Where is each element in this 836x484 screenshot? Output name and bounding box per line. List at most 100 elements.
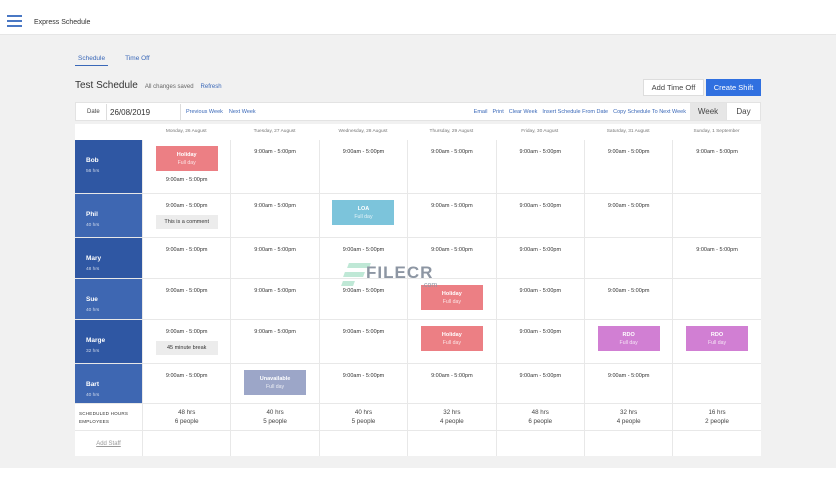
shift-cell[interactable]: 9:00am - 5:00pm xyxy=(318,320,407,363)
shift-cell[interactable]: Holiday Full day xyxy=(407,279,495,319)
shift-cell[interactable]: 9:00am - 5:00pm xyxy=(318,140,407,193)
employee-cell[interactable]: Marge 32 hrs xyxy=(75,320,142,363)
shift-cell[interactable]: 9:00am - 5:00pm xyxy=(407,238,495,278)
loa-badge[interactable]: LOA Full day xyxy=(332,200,395,225)
shift-cell[interactable]: 9:00am - 5:00pm xyxy=(230,320,318,363)
shift-cell[interactable]: 9:00am - 5:00pm xyxy=(142,279,230,319)
tab-schedule[interactable]: Schedule xyxy=(75,53,109,66)
hamburger-menu-icon[interactable] xyxy=(7,15,22,27)
shift-time[interactable]: 9:00am - 5:00pm xyxy=(431,149,473,155)
holiday-badge[interactable]: Holiday Full day xyxy=(420,326,483,351)
shift-cell[interactable]: 9:00am - 5:00pm xyxy=(495,140,584,193)
employee-cell[interactable]: Sue 40 hrs xyxy=(75,279,142,319)
shift-cell[interactable] xyxy=(672,279,760,319)
rdo-badge[interactable]: RDO Full day xyxy=(597,326,660,351)
shift-time[interactable]: 9:00am - 5:00pm xyxy=(165,288,208,294)
copy-schedule-link[interactable]: Copy Schedule To Next Week xyxy=(613,109,686,115)
shift-time[interactable]: 9:00am - 5:00pm xyxy=(254,203,296,209)
shift-time[interactable]: 9:00am - 5:00pm xyxy=(519,373,562,379)
shift-cell[interactable]: 9:00am - 5:00pm xyxy=(583,140,672,193)
shift-time[interactable]: 9:00am - 5:00pm xyxy=(607,149,650,155)
unavail-badge[interactable]: Unavailable Full day xyxy=(244,370,307,395)
shift-time[interactable]: 9:00am - 5:00pm xyxy=(519,288,562,294)
shift-time[interactable]: 9:00am - 5:00pm xyxy=(519,203,562,209)
shift-time[interactable]: 9:00am - 5:00pm xyxy=(254,288,296,294)
create-shift-button[interactable]: Create Shift xyxy=(706,79,761,96)
shift-cell[interactable]: LOA Full day xyxy=(318,194,407,237)
shift-cell[interactable]: Unavailable Full day xyxy=(230,364,318,403)
shift-cell[interactable]: 9:00am - 5:00pm xyxy=(230,279,318,319)
shift-cell[interactable]: 9:00am - 5:00pm xyxy=(407,364,495,403)
shift-cell[interactable]: 9:00am - 5:00pm This is a comment xyxy=(142,194,230,237)
shift-time[interactable]: 9:00am - 5:00pm xyxy=(696,149,738,155)
shift-cell[interactable]: RDO Full day xyxy=(672,320,760,363)
shift-cell[interactable] xyxy=(583,238,672,278)
shift-cell[interactable]: 9:00am - 5:00pm xyxy=(495,320,584,363)
shift-cell[interactable]: 9:00am - 5:00pm xyxy=(495,364,584,403)
holiday-badge[interactable]: Holiday Full day xyxy=(420,285,483,310)
add-time-off-button[interactable]: Add Time Off xyxy=(643,79,704,96)
shift-cell[interactable]: 9:00am - 5:00pm xyxy=(672,140,760,193)
shift-cell[interactable]: 9:00am - 5:00pm xyxy=(407,140,495,193)
employee-cell[interactable]: Bart 40 hrs xyxy=(75,364,142,403)
shift-time[interactable]: 9:00am - 5:00pm xyxy=(165,373,208,379)
shift-cell[interactable]: 9:00am - 5:00pm xyxy=(583,364,672,403)
shift-cell[interactable]: 9:00am - 5:00pm xyxy=(495,279,584,319)
next-week-link[interactable]: Next Week xyxy=(228,109,256,115)
shift-time[interactable]: 9:00am - 5:00pm xyxy=(519,149,562,155)
shift-cell[interactable]: 9:00am - 5:00pm xyxy=(583,279,672,319)
shift-cell[interactable]: 9:00am - 5:00pm xyxy=(230,140,318,193)
shift-cell[interactable]: 9:00am - 5:00pm xyxy=(142,238,230,278)
shift-time[interactable]: 9:00am - 5:00pm xyxy=(431,373,473,379)
shift-time[interactable]: 9:00am - 5:00pm xyxy=(165,247,208,253)
insert-schedule-link[interactable]: Insert Schedule From Date xyxy=(542,109,609,115)
previous-week-link[interactable]: Previous Week xyxy=(186,109,223,115)
shift-time[interactable]: 9:00am - 5:00pm xyxy=(607,288,650,294)
shift-cell[interactable] xyxy=(672,194,760,237)
date-input[interactable] xyxy=(106,104,181,120)
shift-cell[interactable]: 9:00am - 5:00pm xyxy=(407,194,495,237)
shift-time[interactable]: 9:00am - 5:00pm xyxy=(431,247,473,253)
shift-time[interactable]: 9:00am - 5:00pm xyxy=(696,247,738,253)
add-staff-link[interactable]: Add Staff xyxy=(96,440,121,447)
shift-time[interactable]: 9:00am - 5:00pm xyxy=(342,149,385,155)
shift-cell[interactable]: Holiday Full day 9:00am - 5:00pm xyxy=(142,140,230,193)
shift-cell[interactable]: 9:00am - 5:00pm 45 minute break xyxy=(142,320,230,363)
employee-cell[interactable]: Bob 56 hrs xyxy=(75,140,142,193)
shift-cell[interactable] xyxy=(672,364,760,403)
shift-time[interactable]: 9:00am - 5:00pm xyxy=(165,329,208,335)
shift-time[interactable]: 9:00am - 5:00pm xyxy=(519,329,562,335)
shift-cell[interactable]: 9:00am - 5:00pm xyxy=(318,279,407,319)
shift-time[interactable]: 9:00am - 5:00pm xyxy=(165,177,208,183)
shift-cell[interactable]: RDO Full day xyxy=(583,320,672,363)
rdo-badge[interactable]: RDO Full day xyxy=(686,326,749,351)
tab-time-off[interactable]: Time Off xyxy=(125,55,150,62)
shift-cell[interactable]: Holiday Full day xyxy=(407,320,495,363)
shift-cell[interactable]: 9:00am - 5:00pm xyxy=(318,238,407,278)
shift-cell[interactable]: 9:00am - 5:00pm xyxy=(495,238,584,278)
employee-cell[interactable]: Phil 40 hrs xyxy=(75,194,142,237)
shift-time[interactable]: 9:00am - 5:00pm xyxy=(254,329,296,335)
shift-time[interactable]: 9:00am - 5:00pm xyxy=(607,373,650,379)
shift-time[interactable]: 9:00am - 5:00pm xyxy=(342,329,385,335)
shift-cell[interactable]: 9:00am - 5:00pm xyxy=(495,194,584,237)
shift-time[interactable]: 9:00am - 5:00pm xyxy=(254,247,296,253)
employee-cell[interactable]: Mary 48 hrs xyxy=(75,238,142,278)
shift-time[interactable]: 9:00am - 5:00pm xyxy=(607,203,650,209)
shift-cell[interactable]: 9:00am - 5:00pm xyxy=(583,194,672,237)
shift-time[interactable]: 9:00am - 5:00pm xyxy=(342,288,385,294)
shift-cell[interactable]: 9:00am - 5:00pm xyxy=(230,194,318,237)
shift-comment[interactable]: This is a comment xyxy=(155,215,218,229)
shift-time[interactable]: 9:00am - 5:00pm xyxy=(342,247,385,253)
shift-cell[interactable]: 9:00am - 5:00pm xyxy=(142,364,230,403)
shift-time[interactable]: 9:00am - 5:00pm xyxy=(431,203,473,209)
day-view-button[interactable]: Day xyxy=(726,103,760,120)
week-view-button[interactable]: Week xyxy=(690,103,726,120)
shift-comment[interactable]: 45 minute break xyxy=(155,341,218,355)
holiday-badge[interactable]: Holiday Full day xyxy=(155,146,218,171)
shift-cell[interactable]: 9:00am - 5:00pm xyxy=(672,238,760,278)
print-link[interactable]: Print xyxy=(492,109,504,115)
refresh-link[interactable]: Refresh xyxy=(200,84,222,90)
shift-cell[interactable]: 9:00am - 5:00pm xyxy=(230,238,318,278)
shift-time[interactable]: 9:00am - 5:00pm xyxy=(519,247,562,253)
